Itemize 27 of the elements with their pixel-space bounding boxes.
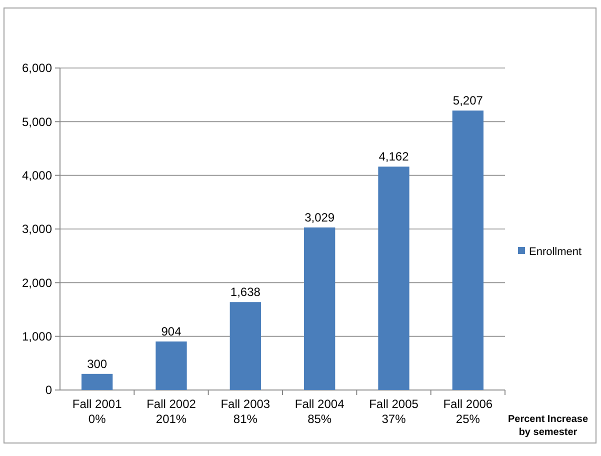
bar bbox=[230, 302, 261, 390]
bar bbox=[156, 341, 187, 390]
x-tick-label: Fall 2005 37% bbox=[369, 397, 419, 426]
x-tick-label: Fall 2001 0% bbox=[72, 397, 122, 426]
x-tick-label: Fall 2002 201% bbox=[146, 397, 196, 426]
data-label: 300 bbox=[87, 356, 108, 371]
x-tick-label: Fall 2004 85% bbox=[294, 397, 345, 426]
data-label: 1,638 bbox=[230, 285, 261, 300]
legend-label: Enrollment bbox=[529, 246, 582, 258]
data-label: 3,029 bbox=[304, 210, 335, 224]
x-axis-title: Percent Increase by semester bbox=[508, 414, 588, 438]
bar bbox=[82, 374, 113, 390]
y-tick-label: 1,000 bbox=[22, 330, 52, 344]
data-label: 5,207 bbox=[452, 94, 484, 108]
y-tick-label: 6,000 bbox=[22, 61, 52, 76]
y-tick-label: 2,000 bbox=[22, 276, 52, 290]
y-tick-label: 5,000 bbox=[22, 114, 52, 129]
bar bbox=[452, 110, 484, 390]
bar bbox=[304, 227, 336, 390]
data-label: 4,162 bbox=[378, 150, 410, 164]
data-label: 904 bbox=[161, 324, 182, 338]
x-tick-label: Fall 2003 81% bbox=[220, 397, 270, 426]
y-tick-label: 0 bbox=[45, 383, 52, 398]
y-tick-label: 3,000 bbox=[22, 222, 52, 236]
bar bbox=[378, 166, 410, 390]
x-tick-label: Fall 2006 25% bbox=[443, 397, 493, 426]
y-tick-label: 4,000 bbox=[22, 168, 52, 183]
